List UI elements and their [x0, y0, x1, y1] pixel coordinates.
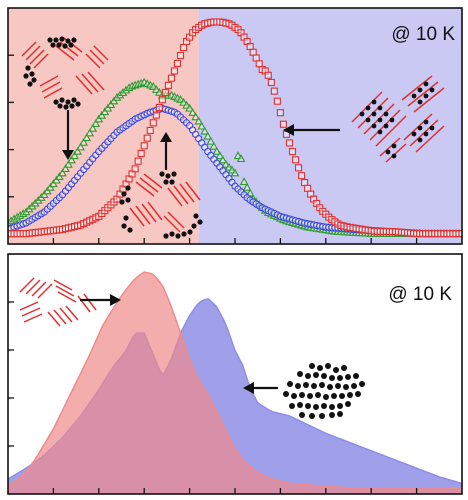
- bottom-series-layer: [8, 271, 462, 494]
- data-point: [242, 182, 252, 191]
- data-point: [79, 137, 88, 146]
- bottom-panel: @ 10 K: [7, 253, 463, 495]
- data-point: [91, 119, 101, 128]
- data-point: [249, 48, 257, 56]
- data-point: [295, 164, 303, 172]
- top-panel: @ 10 K: [7, 7, 463, 245]
- bottom-ticks: [8, 301, 418, 494]
- data-point: [200, 126, 210, 135]
- data-point: [304, 184, 312, 192]
- data-point: [146, 126, 154, 135]
- data-point: [285, 139, 294, 147]
- down-arrow: [62, 110, 74, 160]
- data-point: [170, 67, 179, 75]
- data-point: [291, 156, 300, 164]
- up-arrow: [160, 132, 172, 170]
- series-square-open: [8, 18, 462, 238]
- data-point: [173, 59, 182, 67]
- dot-cluster-icon: [283, 363, 365, 419]
- mixed-domain-icon: [21, 36, 109, 110]
- top-annotation-label: @ 10 K: [391, 24, 455, 45]
- data-point: [252, 54, 260, 62]
- data-point: [158, 96, 166, 104]
- bottom-annotation-label: @ 10 K: [388, 284, 452, 305]
- data-point: [82, 133, 92, 142]
- data-point: [88, 123, 98, 132]
- data-point: [70, 151, 79, 160]
- data-point: [149, 119, 157, 127]
- data-point: [143, 134, 151, 142]
- data-point: [218, 155, 228, 164]
- top-region-red: [8, 8, 199, 244]
- data-point: [298, 172, 306, 180]
- data-point: [140, 142, 148, 150]
- data-point: [179, 44, 188, 52]
- data-point: [67, 155, 76, 164]
- data-point: [73, 146, 82, 155]
- data-point: [131, 165, 139, 173]
- striped-domain-icon: [19, 277, 97, 327]
- area-series: [8, 271, 462, 494]
- top-ticks: [8, 54, 418, 244]
- data-point: [301, 179, 309, 187]
- data-point: [185, 103, 194, 112]
- left-arrow: [283, 124, 340, 136]
- data-point: [273, 97, 281, 105]
- data-point: [230, 168, 240, 177]
- data-point: [137, 149, 145, 158]
- data-point: [236, 154, 246, 162]
- data-point: [276, 109, 284, 117]
- data-point: [164, 81, 172, 89]
- data-point: [152, 111, 160, 119]
- data-point: [176, 51, 185, 60]
- data-point: [255, 60, 263, 68]
- data-point: [188, 107, 197, 116]
- data-point: [212, 146, 222, 155]
- right-arrow: [80, 294, 121, 306]
- data-point: [133, 79, 143, 88]
- data-point: [64, 159, 73, 168]
- data-point: [155, 103, 163, 111]
- data-point: [246, 42, 254, 51]
- data-point: [197, 121, 207, 130]
- data-point: [288, 148, 297, 156]
- data-point: [136, 78, 146, 87]
- top-series-layer: [8, 18, 462, 238]
- data-point: [458, 230, 462, 238]
- data-point: [194, 116, 204, 125]
- data-point: [203, 131, 213, 140]
- data-point: [76, 142, 85, 151]
- data-point: [191, 112, 200, 121]
- data-point: [267, 78, 275, 87]
- data-point: [264, 71, 272, 79]
- left-arrow: [243, 382, 278, 394]
- data-point: [270, 87, 278, 95]
- data-point: [239, 177, 249, 185]
- data-point: [61, 164, 70, 173]
- data-point: [127, 81, 137, 90]
- data-point: [85, 128, 95, 137]
- data-point: [58, 168, 67, 177]
- striped-domain-icon: [351, 75, 445, 163]
- data-point: [279, 120, 287, 128]
- data-point: [206, 136, 216, 145]
- data-point: [215, 151, 225, 160]
- data-point: [134, 157, 142, 165]
- data-point: [161, 89, 169, 97]
- data-point: [130, 80, 140, 89]
- data-point: [167, 74, 175, 82]
- data-point: [209, 141, 219, 150]
- mixed-domain-icon: [119, 171, 203, 239]
